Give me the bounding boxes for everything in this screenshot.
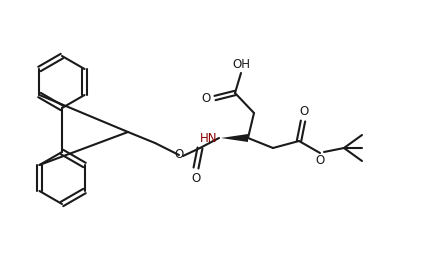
Text: HN: HN xyxy=(200,132,217,144)
Text: O: O xyxy=(191,172,200,185)
Text: O: O xyxy=(299,105,308,118)
Text: OH: OH xyxy=(232,58,250,71)
Text: O: O xyxy=(315,154,324,167)
Text: O: O xyxy=(175,149,184,162)
Polygon shape xyxy=(221,134,248,142)
Text: O: O xyxy=(202,92,211,104)
